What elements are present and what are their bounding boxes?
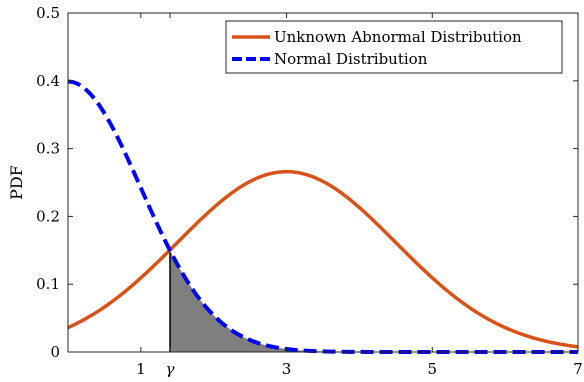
y-axis-label: PDF	[7, 165, 26, 200]
shaded-region-layer	[170, 250, 578, 352]
y-tick-label: 0.4	[36, 72, 60, 90]
series-line-1	[67, 79, 579, 354]
y-tick-label: 0.3	[36, 140, 60, 158]
x-tick-label: 7	[573, 360, 583, 378]
axes-box	[67, 12, 579, 353]
y-tick-label: 0.2	[36, 207, 60, 225]
legend-label: Normal Distribution	[274, 50, 428, 68]
legend: Unknown Abnormal Distribution Normal Dist…	[225, 20, 563, 74]
series-line-0	[67, 169, 579, 349]
legend-items: Unknown Abnormal Distribution Normal Dist…	[232, 28, 522, 68]
series-layer	[67, 79, 579, 354]
legend-box	[225, 20, 563, 74]
x-tick-label: 1	[136, 360, 146, 378]
y-axis: 0 0.1 0.2 0.3 0.4 0.5	[36, 4, 578, 361]
legend-label: Unknown Abnormal Distribution	[274, 28, 522, 46]
y-tick-label: 0	[50, 343, 60, 361]
x-axis: 1 γ 3 5 7	[136, 13, 583, 378]
x-tick-label: γ	[166, 360, 175, 378]
plot-area: 1 γ 3 5 7 0 0.1 0.2 0.3 0.4 0.5	[36, 4, 583, 378]
shaded-tail-area	[170, 250, 578, 352]
x-tick-label: 5	[428, 360, 438, 378]
y-tick-label: 0.5	[36, 4, 60, 22]
y-tick-label: 0.1	[36, 275, 60, 293]
x-tick-label: 3	[282, 360, 292, 378]
